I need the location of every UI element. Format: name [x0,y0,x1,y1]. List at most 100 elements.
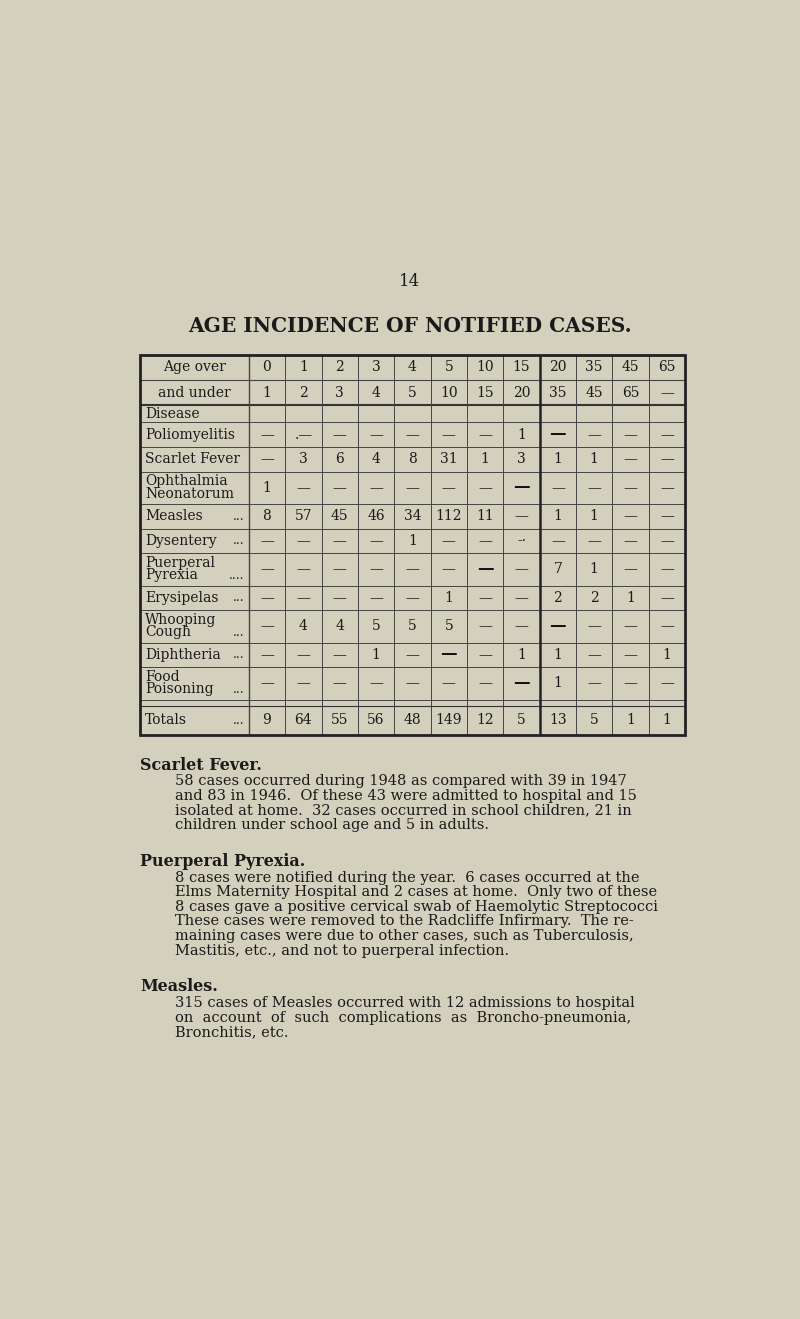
Text: ...: ... [233,649,244,661]
Text: —: — [297,562,310,576]
Text: Disease: Disease [145,408,199,421]
Text: —: — [624,427,638,442]
Text: 45: 45 [622,360,639,375]
Text: —: — [297,591,310,605]
Text: ...: ... [233,591,244,604]
Text: 55: 55 [331,714,349,727]
Text: and 83 in 1946.  Of these 43 were admitted to hospital and 15: and 83 in 1946. Of these 43 were admitte… [175,789,637,803]
Text: 64: 64 [294,714,312,727]
Text: -·: -· [517,534,526,547]
Text: Diphtheria: Diphtheria [145,648,221,662]
Text: 8 cases gave a positive cervical swab of Haemolytic Streptococci: 8 cases gave a positive cervical swab of… [175,900,658,914]
Text: —: — [514,509,529,524]
Text: —: — [333,591,346,605]
Text: 1: 1 [262,481,271,495]
Text: —: — [406,562,419,576]
Text: 5: 5 [517,714,526,727]
Text: Neonatorum: Neonatorum [145,487,234,501]
Text: —: — [624,509,638,524]
Text: ...: ... [233,683,244,695]
Text: 9: 9 [262,714,271,727]
Bar [140,355,685,735]
Text: —: — [478,620,492,633]
Text: 1: 1 [481,452,490,467]
Text: 4: 4 [372,452,381,467]
Text: 315 cases of Measles occurred with 12 admissions to hospital: 315 cases of Measles occurred with 12 ad… [175,996,635,1010]
Text: 45: 45 [586,385,603,400]
Text: 1: 1 [662,648,671,662]
Text: —: — [369,591,383,605]
Text: —: — [477,561,494,578]
Text: 5: 5 [372,620,381,633]
Text: 1: 1 [554,677,562,690]
Text: 3: 3 [372,360,381,375]
Text: —: — [442,534,456,547]
Text: —: — [369,481,383,495]
Text: 1: 1 [372,648,381,662]
Text: —: — [478,677,492,690]
Text: —: — [624,534,638,547]
Text: —: — [333,534,346,547]
Text: —: — [333,562,346,576]
Text: 3: 3 [335,385,344,400]
Text: Scarlet Fever.: Scarlet Fever. [140,757,262,773]
Text: —: — [587,427,601,442]
Text: —: — [333,481,346,495]
Text: —: — [550,617,566,634]
Text: ...: ... [233,534,244,547]
Text: —: — [260,677,274,690]
Text: 20: 20 [513,385,530,400]
Text: —: — [587,534,601,547]
Text: —: — [624,562,638,576]
Text: —: — [624,677,638,690]
Text: —: — [260,591,274,605]
Text: —: — [297,481,310,495]
Text: —: — [624,620,638,633]
Text: —: — [442,427,456,442]
Text: ...: ... [233,510,244,522]
Text: 57: 57 [294,509,312,524]
Text: 15: 15 [513,360,530,375]
Text: These cases were removed to the Radcliffe Infirmary.  The re-: These cases were removed to the Radcliff… [175,914,634,929]
Text: 4: 4 [335,620,344,633]
Text: and under: and under [158,385,231,400]
Text: 14: 14 [399,273,421,290]
Text: —: — [660,452,674,467]
Text: —: — [624,648,638,662]
Text: 2: 2 [554,591,562,605]
Text: —: — [550,426,566,443]
Text: —: — [442,562,456,576]
Text: 45: 45 [331,509,349,524]
Text: Cough: Cough [145,625,191,640]
Text: —: — [660,620,674,633]
Text: 4: 4 [408,360,417,375]
Text: Measles: Measles [145,509,202,524]
Text: 5: 5 [408,620,417,633]
Text: Puerperal Pyrexia.: Puerperal Pyrexia. [140,853,306,869]
Text: children under school age and 5 in adults.: children under school age and 5 in adult… [175,818,489,832]
Text: —: — [514,620,529,633]
Text: —: — [441,646,457,663]
Text: —: — [260,534,274,547]
Text: —: — [514,591,529,605]
Text: Measles.: Measles. [140,979,218,996]
Text: Bronchitis, etc.: Bronchitis, etc. [175,1025,289,1039]
Text: 1: 1 [554,452,562,467]
Text: 20: 20 [549,360,566,375]
Text: 8 cases were notified during the year.  6 cases occurred at the: 8 cases were notified during the year. 6… [175,871,640,885]
Text: 1: 1 [444,591,454,605]
Text: —: — [333,677,346,690]
Text: —: — [660,591,674,605]
Text: 1: 1 [590,562,598,576]
Text: 10: 10 [440,385,458,400]
Text: —: — [406,591,419,605]
Text: —: — [333,427,346,442]
Text: Poliomyelitis: Poliomyelitis [145,427,235,442]
Text: 1: 1 [408,534,417,547]
Text: 15: 15 [476,385,494,400]
Text: —: — [660,562,674,576]
Text: —: — [660,481,674,495]
Text: 1: 1 [262,385,271,400]
Text: Puerperal: Puerperal [145,557,215,570]
Text: —: — [478,534,492,547]
